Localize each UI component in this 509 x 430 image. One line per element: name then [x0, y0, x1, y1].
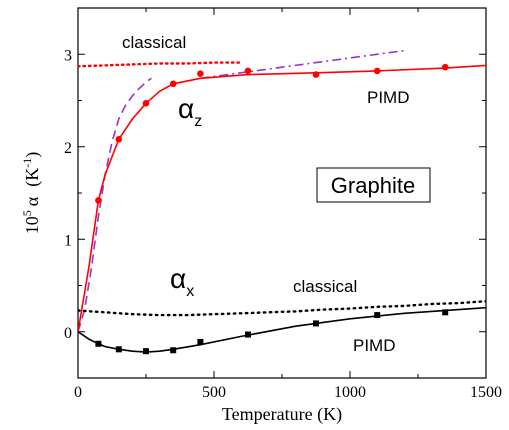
black-data-point [313, 320, 319, 327]
black-data-point [374, 312, 381, 319]
graphite-label: Graphite [331, 173, 415, 198]
axis-ticks: 0 500 1000 1500 0 1 2 3 [64, 7, 502, 401]
red-data-point [115, 136, 123, 143]
black-data-point [95, 340, 102, 347]
black-data-point [442, 309, 449, 316]
red-data-point [312, 71, 320, 78]
x-tick-label: 0 [74, 384, 82, 401]
y-label-unit-exp: -1 [20, 158, 34, 168]
x-tick-label: 1000 [334, 384, 366, 401]
black-data-point [170, 347, 177, 354]
annotation-alpha-x: αx [170, 263, 194, 300]
red-data-point [373, 67, 381, 75]
black-data-point [143, 348, 149, 355]
series-line-red-solid [78, 64, 486, 332]
red-data-point [441, 63, 449, 71]
y-tick-label: 0 [64, 325, 72, 342]
y-axis-label: 105 α (K-1) [20, 152, 43, 234]
x-axis-label: Temperature (K) [222, 404, 342, 425]
y-label-exponent: 5 [20, 210, 34, 216]
y-label-prefix: 10 [22, 216, 42, 234]
black-data-point [115, 346, 122, 353]
black-data-point [245, 331, 251, 338]
annotation-classical-bottom: classical [293, 277, 357, 296]
x-tick-label: 1500 [470, 384, 502, 401]
black-data-point [197, 338, 204, 345]
series-line-purple-dashed [78, 77, 152, 333]
y-tick-label: 1 [64, 232, 72, 249]
annotation-classical-top: classical [122, 33, 186, 52]
alpha-z-symbol: α [178, 93, 194, 124]
series-line-red-dotted [78, 61, 243, 68]
y-tick-label: 2 [64, 140, 72, 157]
y-label-symbol: α [22, 196, 42, 206]
red-data-point [169, 80, 177, 88]
annotation-pimd-bottom: PIMD [353, 336, 396, 355]
y-label-unit-close: ) [22, 152, 43, 158]
alpha-x-symbol: α [170, 263, 186, 294]
y-tick-label: 3 [64, 47, 72, 64]
red-data-point [142, 99, 150, 107]
series-line-purple-dashdot [200, 49, 405, 80]
series-line-black-dotted [78, 300, 486, 317]
data-series [78, 49, 486, 355]
alpha-z-sub: z [194, 113, 202, 130]
annotation-pimd-top: PIMD [367, 88, 410, 107]
x-tick-label: 500 [202, 384, 226, 401]
red-data-point [197, 70, 204, 77]
graphite-box [316, 167, 431, 203]
annotation-alpha-z: αz [178, 93, 202, 130]
alpha-x-sub: x [186, 283, 194, 300]
y-label-unit-open: (K [22, 168, 43, 187]
red-data-point [95, 197, 102, 204]
red-data-point [244, 67, 252, 75]
